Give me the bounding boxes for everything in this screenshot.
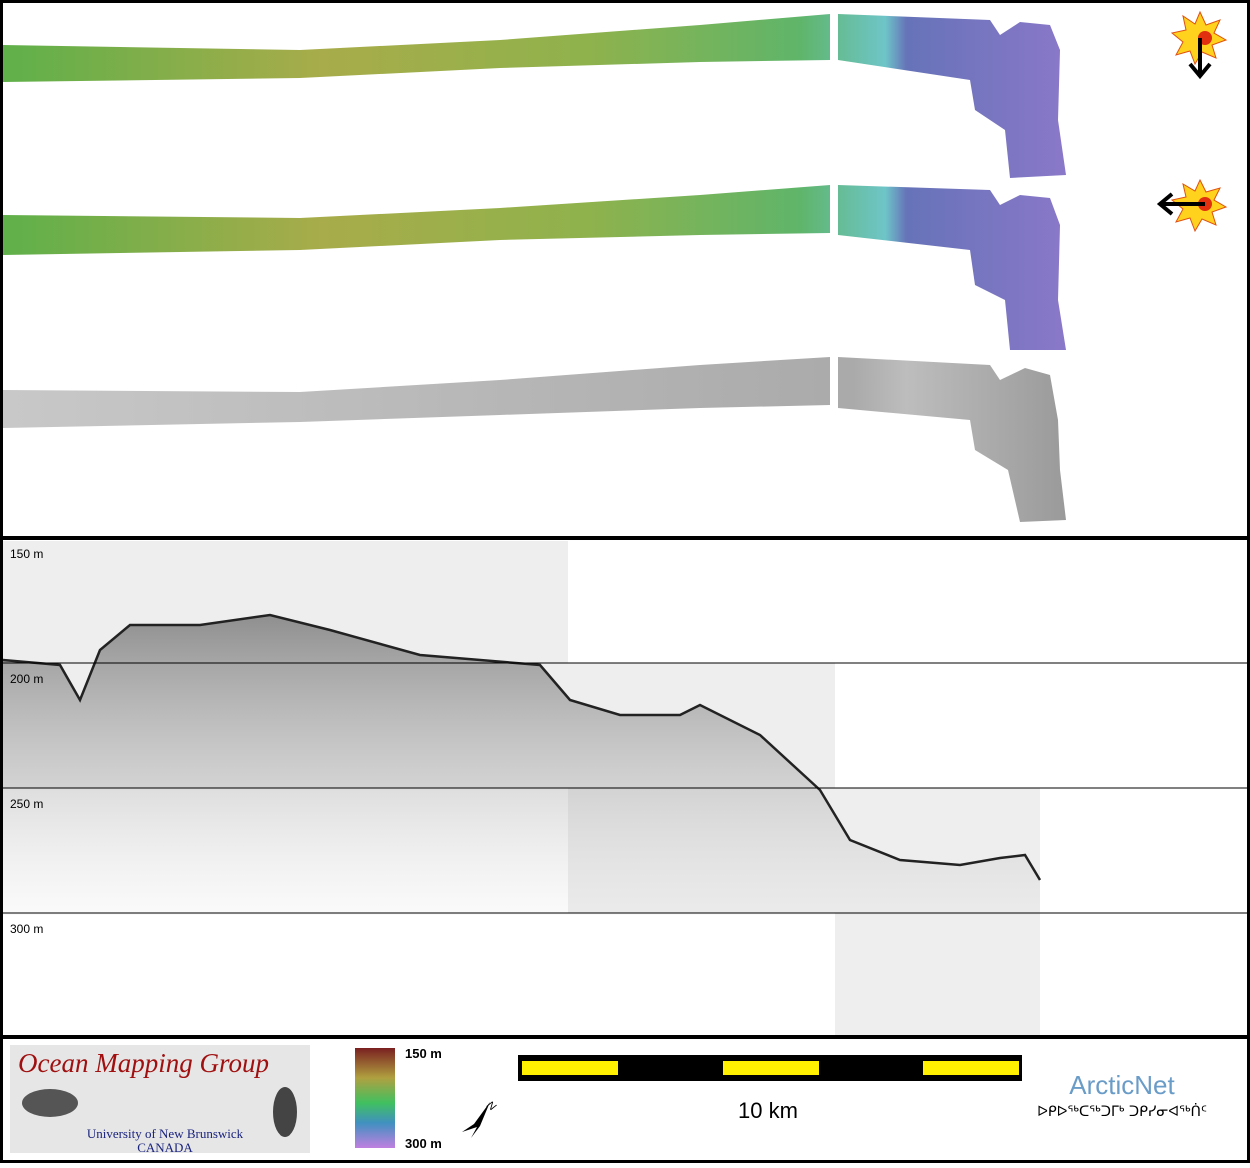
bathymetry-strip [3, 14, 1066, 178]
depth-label: 300 m [10, 922, 43, 936]
sun-icon [1170, 10, 1228, 80]
scale-bar: 10 km [518, 1055, 1022, 1123]
shaded-window [835, 913, 1040, 1035]
partner-name: ArcticNet [1069, 1070, 1175, 1100]
scale-label: 10 km [738, 1098, 798, 1123]
partner-syllabics: ᐅᑭᐅᖅᑕᖅᑐᒥᒃ ᑐᑭᓯᓂᐊᖅᑏᑦ [1037, 1103, 1207, 1120]
depth-label: 250 m [10, 797, 43, 811]
seafloor-trace [2, 613, 1042, 881]
bathymetry-strip [3, 185, 1066, 350]
logo-country: CANADA [137, 1140, 193, 1155]
colorbar-label: 300 m [405, 1136, 442, 1151]
logo: Ocean Mapping Group University of New Br… [10, 1045, 310, 1155]
colorbar-label: 150 m [405, 1046, 442, 1061]
colorbar [355, 1048, 395, 1148]
logo-graphic [273, 1087, 297, 1137]
depth-label: 200 m [10, 672, 43, 686]
swath-strips [3, 14, 1066, 522]
sub-bottom-return [3, 615, 1040, 915]
echogram: 150 m 200 m 250 m 300 m [2, 541, 1247, 1035]
logo-graphic [22, 1089, 78, 1117]
backscatter-strip [3, 357, 1066, 522]
logo-university: University of New Brunswick [87, 1126, 244, 1141]
depth-label: 150 m [10, 547, 43, 561]
logo-title: Ocean Mapping Group [18, 1048, 269, 1078]
sun-icon [1156, 178, 1228, 233]
